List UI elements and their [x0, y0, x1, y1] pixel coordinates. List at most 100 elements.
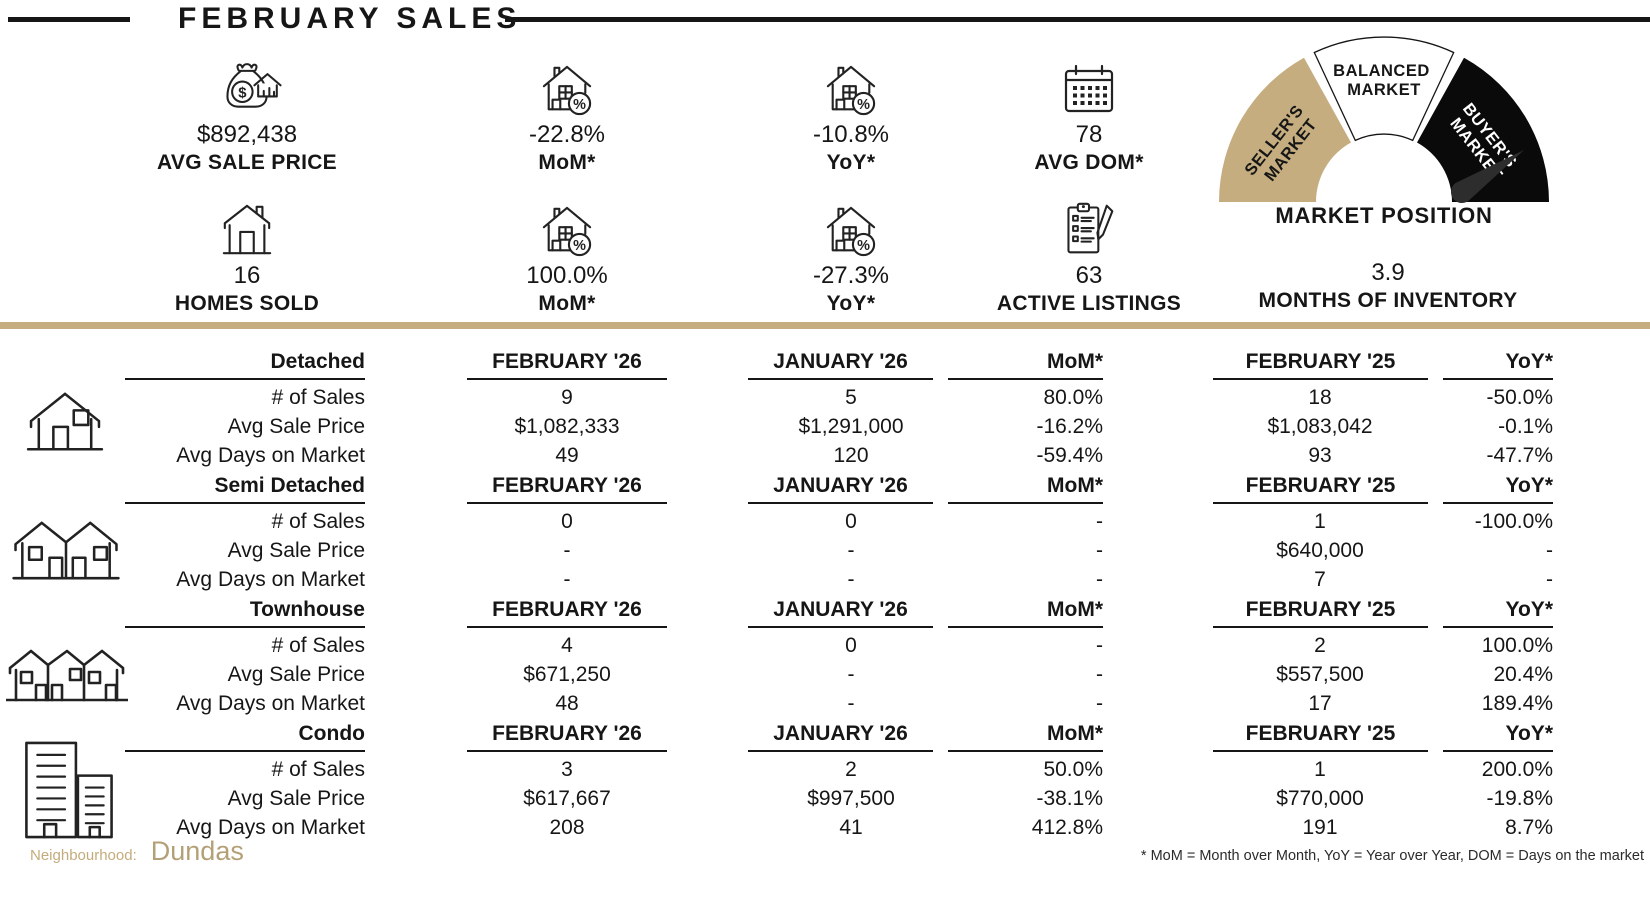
neighbourhood-value: Dundas	[150, 836, 244, 866]
stat-value: -22.8%	[528, 121, 606, 148]
sales-table: Detached FEBRUARY '26 JANUARY '26 MoM* F…	[0, 347, 1650, 847]
column-header: JANUARY '26	[748, 471, 933, 504]
column-header: FEBRUARY '26	[467, 595, 667, 628]
table-cell: 9	[561, 386, 573, 409]
stat-value: 100.0%	[526, 262, 608, 289]
table-cell: -	[847, 568, 855, 591]
table-cell: -47.7%	[1486, 444, 1553, 467]
section-title: Townhouse	[125, 595, 365, 628]
house-percent-icon	[417, 203, 717, 257]
table-cell: 93	[1308, 444, 1332, 467]
table-cell: -	[1096, 568, 1103, 591]
column-header: JANUARY '26	[748, 347, 933, 380]
table-cell: 100.0%	[1481, 634, 1553, 657]
calendar-icon	[939, 62, 1239, 116]
stat-value: 3.9	[1371, 259, 1405, 286]
table-cell: $671,250	[523, 663, 611, 686]
column-header: FEBRUARY '26	[467, 347, 667, 380]
table-cell: 41	[839, 816, 863, 839]
table-cell: -16.2%	[1036, 415, 1103, 438]
market-position-gauge: SELLER'S MARKET BALANCED MARKET BUYER'S …	[1219, 36, 1549, 204]
column-header: FEBRUARY '26	[467, 471, 667, 504]
stat-price-yoy: -10.8% YoY*	[701, 62, 1001, 176]
row-label: Avg Sale Price	[227, 663, 365, 686]
table-cell: -	[1546, 568, 1553, 591]
stat-value: -27.3%	[812, 262, 890, 289]
row-label: Avg Days on Market	[176, 444, 365, 467]
neighbourhood-label: Neighbourhood:	[30, 847, 137, 864]
house-percent-icon	[417, 62, 717, 116]
table-cell: $1,083,042	[1267, 415, 1373, 438]
table-cell: 208	[549, 816, 585, 839]
stat-value: $892,438	[196, 121, 298, 148]
table-cell: 191	[1302, 816, 1338, 839]
table-cell: 2	[1314, 634, 1326, 657]
table-row: Avg Days on Market 49 120 -59.4% 93 -47.…	[0, 441, 1650, 470]
stat-value: 16	[233, 262, 261, 289]
table-cell: $557,500	[1276, 663, 1364, 686]
table-row: Avg Days on Market 48 - - 17 189.4%	[0, 689, 1650, 718]
clipboard-pen-icon	[939, 203, 1239, 257]
table-cell: 2	[845, 758, 857, 781]
neighbourhood: Neighbourhood: Dundas	[30, 836, 244, 867]
row-label: Avg Days on Market	[176, 816, 365, 839]
house-icon	[97, 203, 397, 257]
stat-label: AVG DOM*	[1034, 151, 1144, 174]
stat-label: MONTHS OF INVENTORY	[1258, 289, 1518, 312]
table-row: Avg Days on Market - - - 7 -	[0, 565, 1650, 594]
table-section: Townhouse FEBRUARY '26 JANUARY '26 MoM* …	[0, 595, 1650, 719]
table-cell: 412.8%	[1031, 816, 1103, 839]
gauge-needle	[1450, 150, 1524, 204]
table-cell: $1,291,000	[798, 415, 904, 438]
table-cell: -	[1096, 634, 1103, 657]
table-cell: -	[563, 568, 571, 591]
table-row: # of Sales 4 0 - 2 100.0%	[0, 631, 1650, 660]
table-row: Avg Sale Price $671,250 - - $557,500 20.…	[0, 660, 1650, 689]
table-cell: 120	[833, 444, 869, 467]
table-cell: 18	[1308, 386, 1332, 409]
column-header: JANUARY '26	[748, 719, 933, 752]
section-title: Semi Detached	[125, 471, 365, 504]
table-cell: $770,000	[1276, 787, 1364, 810]
table-cell: -	[847, 539, 855, 562]
row-label: # of Sales	[271, 758, 365, 781]
stat-label: YoY*	[826, 292, 876, 315]
table-cell: -	[1546, 539, 1553, 562]
table-cell: 0	[561, 510, 573, 533]
stat-label: AVG SALE PRICE	[156, 151, 337, 174]
table-cell: 5	[845, 386, 857, 409]
column-header: MoM*	[948, 471, 1103, 504]
stat-value: 78	[1075, 121, 1103, 148]
row-label: Avg Sale Price	[227, 787, 365, 810]
table-cell: $997,500	[807, 787, 895, 810]
table-cell: 7	[1314, 568, 1326, 591]
stat-value: 63	[1075, 262, 1103, 289]
table-row: Avg Sale Price $617,667 $997,500 -38.1% …	[0, 784, 1650, 813]
stat-sold-yoy: -27.3% YoY*	[701, 203, 1001, 317]
table-cell: -	[1096, 663, 1103, 686]
table-cell: -59.4%	[1036, 444, 1103, 467]
gold-divider	[0, 322, 1650, 329]
gauge-seller-segment	[1219, 57, 1351, 203]
stat-sold-mom: 100.0% MoM*	[417, 203, 717, 317]
column-header: YoY*	[1443, 471, 1553, 504]
table-section: Detached FEBRUARY '26 JANUARY '26 MoM* F…	[0, 347, 1650, 471]
table-row: Avg Sale Price $1,082,333 $1,291,000 -16…	[0, 412, 1650, 441]
column-header: FEBRUARY '26	[467, 719, 667, 752]
table-cell: -	[1096, 692, 1103, 715]
table-cell: -	[847, 692, 855, 715]
table-cell: -	[1096, 510, 1103, 533]
row-label: Avg Days on Market	[176, 692, 365, 715]
table-row: Avg Days on Market 208 41 412.8% 191 8.7…	[0, 813, 1650, 842]
table-cell: -	[563, 539, 571, 562]
table-cell: -38.1%	[1036, 787, 1103, 810]
gauge-title: MARKET POSITION	[1275, 203, 1493, 228]
money-bag-house-icon	[97, 62, 397, 116]
gauge-buyer-segment	[1417, 57, 1549, 203]
row-label: Avg Sale Price	[227, 539, 365, 562]
stat-value: -10.8%	[812, 121, 890, 148]
page-title: FEBRUARY SALES	[178, 2, 522, 35]
stat-label: MoM*	[538, 292, 596, 315]
table-cell: -	[1096, 539, 1103, 562]
